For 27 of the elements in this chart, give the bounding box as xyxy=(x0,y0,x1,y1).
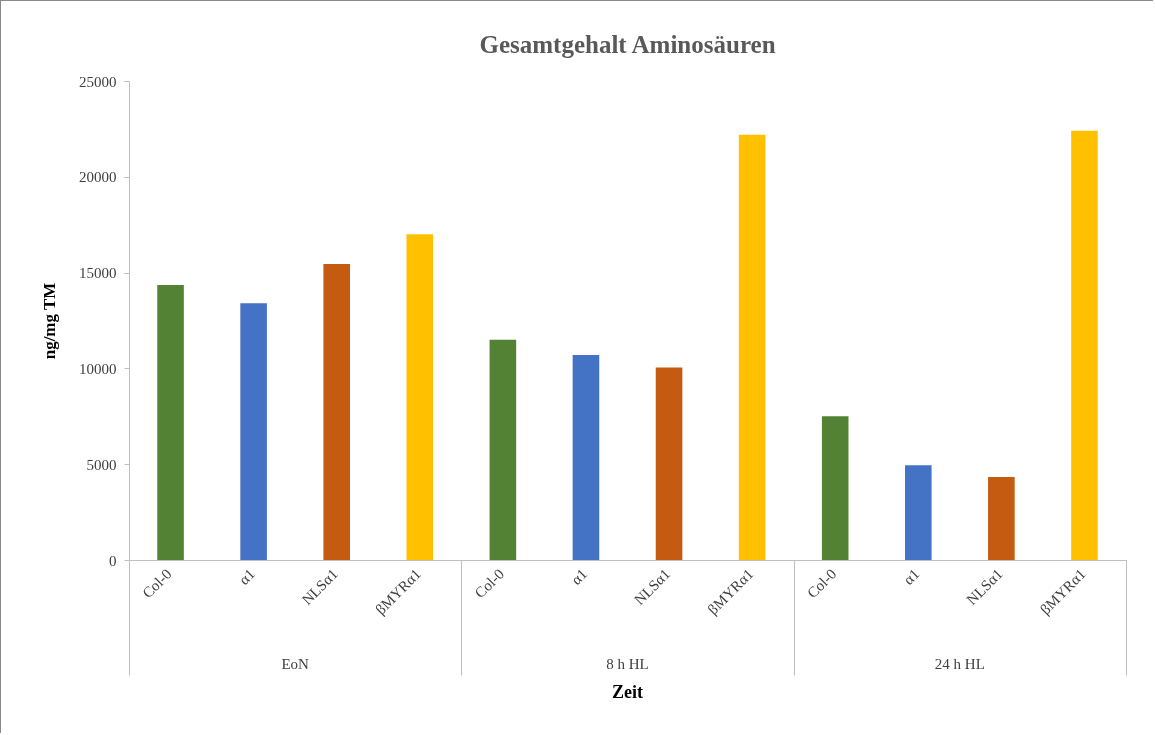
bar xyxy=(489,339,517,560)
y-axis-title: ng/mg TM xyxy=(40,282,59,360)
y-tick-label: 20000 xyxy=(79,169,117,186)
bar xyxy=(406,234,434,560)
y-tick-label: 0 xyxy=(109,552,117,569)
y-tick-label: 15000 xyxy=(79,265,117,282)
bar xyxy=(738,134,766,560)
bar xyxy=(655,367,683,560)
bar xyxy=(157,285,184,560)
bar xyxy=(1071,130,1098,560)
text: α1 xyxy=(900,565,923,588)
bar xyxy=(323,263,350,560)
x-tick-label: 24 h HL xyxy=(934,656,985,672)
bar xyxy=(821,416,849,560)
x-tick-label: EoN xyxy=(281,656,310,672)
y-tick-label: 5000 xyxy=(86,456,117,473)
y-tick-label: 10000 xyxy=(79,360,117,377)
text: α1 xyxy=(235,565,258,588)
x-tick-label: 8 h HL xyxy=(606,656,649,672)
chart-title: Gesamtgehalt Aminosäuren xyxy=(479,31,776,58)
bar xyxy=(572,354,600,560)
bar xyxy=(988,477,1015,560)
bar xyxy=(905,465,932,560)
text: α1 xyxy=(568,565,591,588)
y-tick-label: 25000 xyxy=(79,73,117,90)
bar xyxy=(240,303,267,560)
x-axis-title: Zeit xyxy=(612,682,643,702)
